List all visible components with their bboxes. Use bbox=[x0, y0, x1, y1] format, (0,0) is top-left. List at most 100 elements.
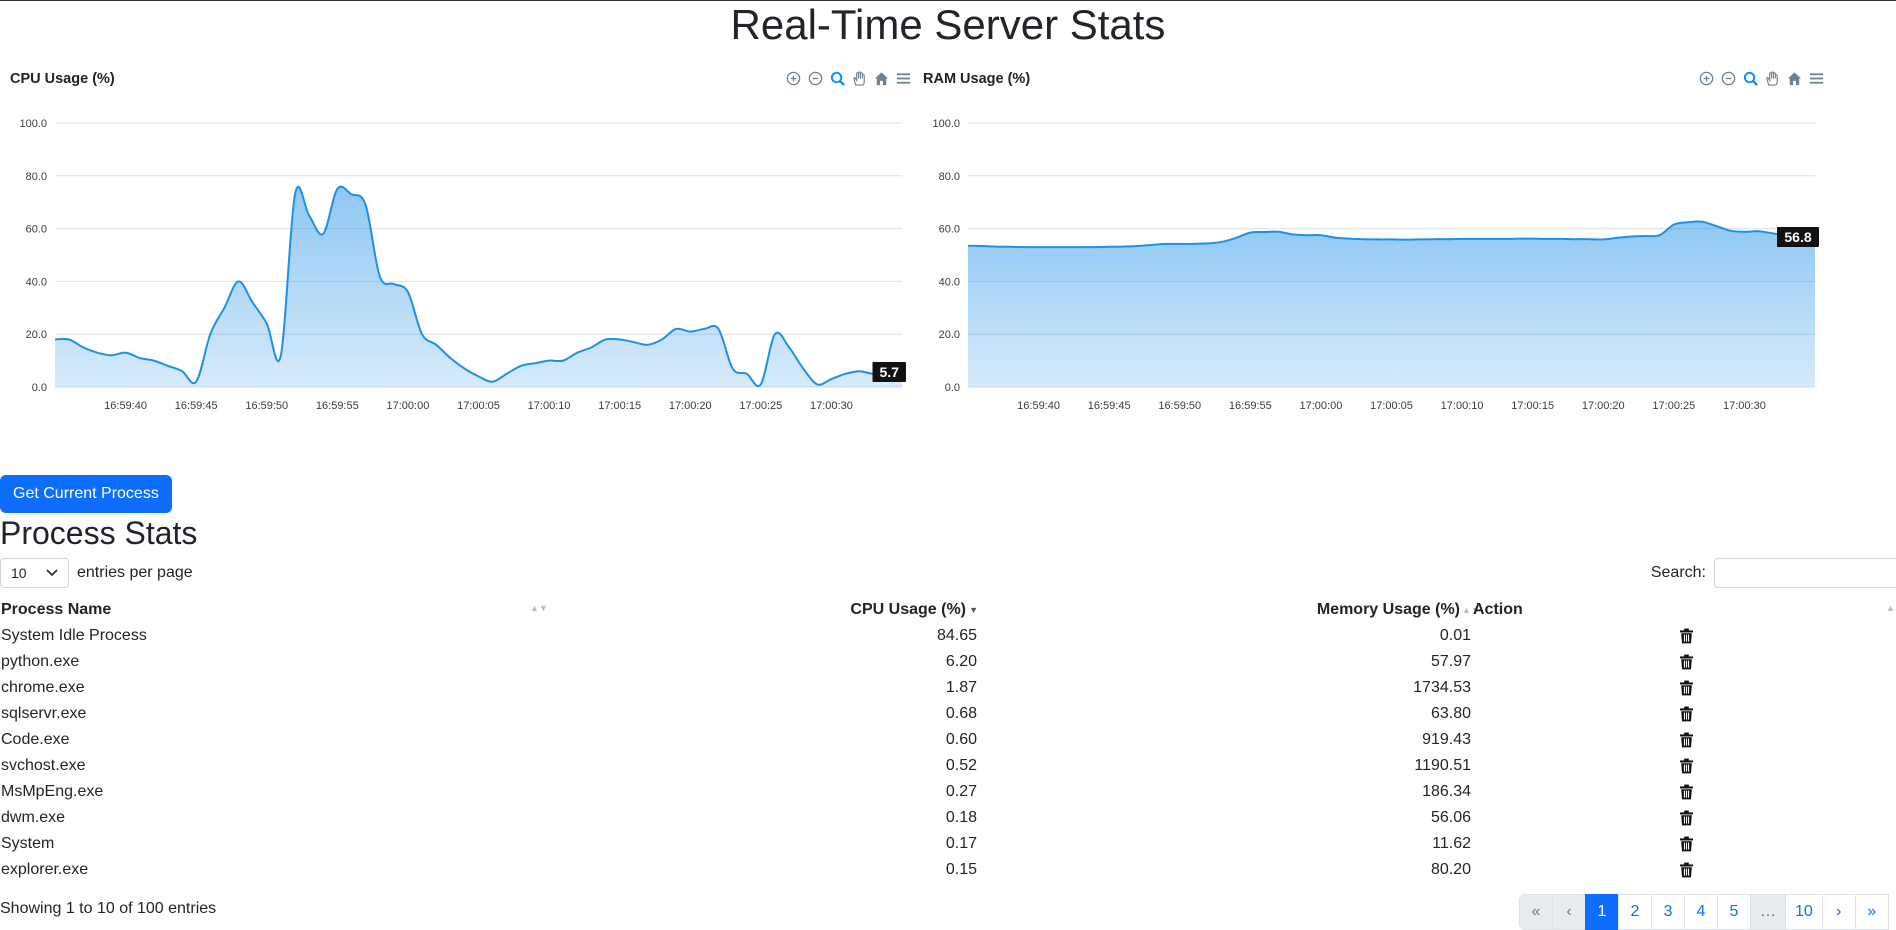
series-line bbox=[967, 220, 1816, 249]
chevron-down-icon bbox=[46, 569, 58, 577]
data-point bbox=[575, 351, 579, 355]
x-tick-label: 17:00:30 bbox=[1723, 400, 1766, 412]
table-header-row: Process Name ▲▼ CPU Usage (%) ▼ Memory Us… bbox=[0, 597, 1896, 623]
pagination-first[interactable]: « bbox=[1519, 894, 1553, 930]
table-row: dwm.exe 0.18 56.06 bbox=[0, 805, 1896, 831]
pagination-page-1[interactable]: 1 bbox=[1585, 894, 1619, 930]
pagination-page-4[interactable]: 4 bbox=[1684, 894, 1718, 930]
action-cell bbox=[1472, 701, 1896, 727]
column-header-memory-usage[interactable]: Memory Usage (%) ▲▼ bbox=[1316, 601, 1480, 618]
data-point bbox=[1079, 245, 1083, 249]
table-row: explorer.exe 0.15 80.20 bbox=[0, 857, 1896, 883]
trash-icon[interactable] bbox=[1680, 706, 1693, 722]
menu-icon[interactable] bbox=[894, 69, 912, 87]
cpu-usage-cell: 1.87 bbox=[945, 679, 977, 696]
entries-per-page-select[interactable]: 10 bbox=[0, 558, 69, 588]
trash-icon[interactable] bbox=[1680, 654, 1693, 670]
zoom-out-icon[interactable] bbox=[806, 69, 824, 87]
data-point bbox=[95, 351, 99, 355]
y-tick-label: 20.0 bbox=[939, 329, 960, 341]
y-tick-label: 0.0 bbox=[945, 382, 960, 394]
table-row: python.exe 6.20 57.97 bbox=[0, 649, 1896, 675]
data-point bbox=[378, 274, 382, 278]
data-point bbox=[1305, 233, 1309, 237]
get-current-process-button[interactable]: Get Current Process bbox=[0, 475, 172, 513]
pan-hand-icon[interactable] bbox=[850, 69, 868, 87]
data-point bbox=[1404, 238, 1408, 242]
zoom-in-icon[interactable] bbox=[1697, 69, 1715, 87]
pagination-next[interactable]: › bbox=[1821, 894, 1856, 930]
data-point bbox=[1164, 242, 1168, 246]
process-stats-title: Process Stats bbox=[0, 515, 198, 551]
trash-icon[interactable] bbox=[1680, 810, 1693, 826]
trash-icon[interactable] bbox=[1680, 836, 1693, 852]
y-tick-label: 80.0 bbox=[26, 171, 47, 183]
process-name-cell: chrome.exe bbox=[1, 679, 85, 696]
trash-icon[interactable] bbox=[1680, 628, 1693, 644]
zoom-in-icon[interactable] bbox=[784, 69, 802, 87]
data-point bbox=[406, 290, 410, 294]
column-header-action[interactable]: Action ▲▼ bbox=[1473, 601, 1896, 618]
trash-icon[interactable] bbox=[1680, 732, 1693, 748]
search-input[interactable] bbox=[1714, 558, 1896, 588]
trash-icon[interactable] bbox=[1680, 680, 1693, 696]
current-value-badge bbox=[872, 361, 906, 382]
ram-chart-panel: 0.0 20.0 40.0 60.0 80.0 100.0 16:59:40 16:59:45… bbox=[923, 69, 1827, 427]
data-point bbox=[1771, 231, 1775, 235]
pagination-page-3[interactable]: 3 bbox=[1651, 894, 1685, 930]
x-tick-label: 17:00:20 bbox=[1582, 400, 1625, 412]
memory-usage-cell: 80.20 bbox=[1430, 861, 1471, 878]
trash-icon[interactable] bbox=[1680, 862, 1693, 878]
pagination-page-10[interactable]: 10 bbox=[1785, 894, 1823, 930]
data-point bbox=[321, 232, 325, 236]
reset-home-icon[interactable] bbox=[872, 69, 890, 87]
pagination-prev[interactable]: ‹ bbox=[1552, 894, 1586, 930]
process-name-cell: System bbox=[1, 835, 55, 852]
trash-icon[interactable] bbox=[1680, 784, 1693, 800]
zoom-out-icon[interactable] bbox=[1719, 69, 1737, 87]
cpu-chart-svg[interactable]: 0.0 20.0 40.0 60.0 80.0 100.0 16:59:40 16:59:45… bbox=[10, 69, 914, 427]
y-tick-label: 40.0 bbox=[26, 276, 47, 288]
data-point bbox=[702, 327, 706, 331]
data-point bbox=[1587, 237, 1591, 241]
memory-usage-cell: 1190.51 bbox=[1414, 757, 1471, 774]
data-point bbox=[279, 353, 283, 357]
data-point bbox=[632, 340, 636, 344]
table-row: System 0.17 11.62 bbox=[0, 831, 1896, 857]
data-point bbox=[1051, 245, 1055, 249]
data-point bbox=[505, 372, 509, 376]
reset-home-icon[interactable] bbox=[1785, 69, 1803, 87]
pagination-page-5[interactable]: 5 bbox=[1717, 894, 1751, 930]
ram-chart-svg[interactable]: 0.0 20.0 40.0 60.0 80.0 100.0 16:59:40 16:59:45… bbox=[923, 69, 1827, 427]
y-tick-label: 40.0 bbox=[939, 276, 960, 288]
data-point bbox=[1150, 243, 1154, 247]
data-point bbox=[1728, 229, 1732, 233]
memory-usage-cell: 11.62 bbox=[1432, 835, 1471, 852]
data-point bbox=[1601, 237, 1605, 241]
column-header-cpu-usage[interactable]: CPU Usage (%) ▼ bbox=[850, 601, 978, 618]
column-header-process-name[interactable]: Process Name ▲▼ bbox=[1, 601, 548, 618]
data-point bbox=[1248, 231, 1252, 235]
zoom-selection-icon[interactable] bbox=[1741, 69, 1759, 87]
y-tick-label: 20.0 bbox=[26, 329, 47, 341]
x-tick-label: 17:00:30 bbox=[810, 400, 853, 412]
trash-icon[interactable] bbox=[1680, 758, 1693, 774]
data-point bbox=[519, 364, 523, 368]
pan-hand-icon[interactable] bbox=[1763, 69, 1781, 87]
data-point bbox=[1037, 245, 1041, 249]
chart-title: CPU Usage (%) bbox=[10, 71, 115, 87]
process-name-cell: python.exe bbox=[1, 653, 80, 670]
x-tick-label: 17:00:25 bbox=[1652, 400, 1695, 412]
menu-icon[interactable] bbox=[1807, 69, 1825, 87]
memory-usage-cell: 63.80 bbox=[1430, 705, 1471, 722]
pagination-last[interactable]: » bbox=[1854, 894, 1889, 930]
action-cell bbox=[1472, 779, 1896, 805]
x-tick-label: 16:59:45 bbox=[1088, 400, 1131, 412]
data-point bbox=[208, 332, 212, 336]
chart-toolbar bbox=[784, 69, 912, 87]
data-point bbox=[81, 345, 85, 349]
data-point bbox=[1742, 230, 1746, 234]
zoom-selection-icon[interactable] bbox=[828, 69, 846, 87]
chart-title: RAM Usage (%) bbox=[923, 71, 1031, 87]
pagination-page-2[interactable]: 2 bbox=[1618, 894, 1652, 930]
